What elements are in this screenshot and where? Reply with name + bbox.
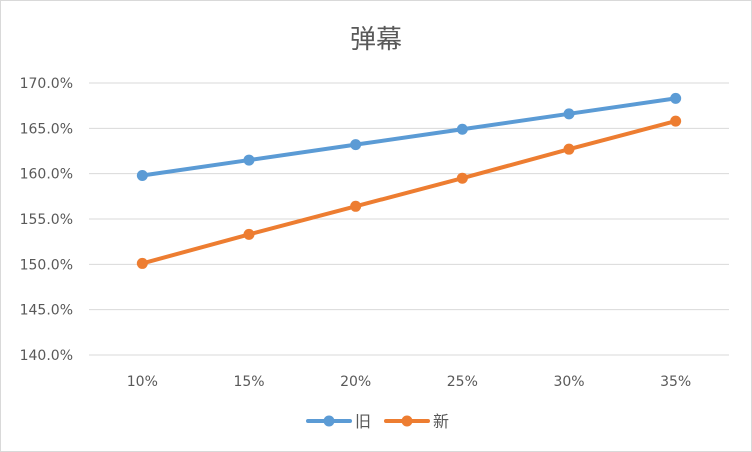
- data-point: [670, 92, 682, 104]
- data-point: [243, 154, 255, 166]
- data-point: [563, 143, 575, 155]
- x-tick-label: 30%: [553, 374, 584, 390]
- y-tick-label: 150.0%: [20, 257, 73, 273]
- y-tick-label: 160.0%: [20, 167, 73, 183]
- y-tick-label: 140.0%: [20, 348, 73, 364]
- x-tick-label: 35%: [660, 374, 691, 390]
- series-line: [140, 119, 678, 266]
- x-tick-label: 25%: [447, 374, 478, 390]
- data-point: [563, 108, 575, 120]
- y-tick-label: 170.0%: [20, 76, 73, 92]
- legend-item: 新: [384, 412, 449, 431]
- legend-label: 旧: [355, 412, 371, 431]
- series-line: [140, 96, 678, 178]
- x-tick-label: 20%: [340, 374, 371, 390]
- data-point: [350, 139, 362, 151]
- data-point: [350, 200, 362, 212]
- legend-item: 旧: [306, 412, 371, 431]
- legend-marker-icon: [401, 415, 413, 427]
- data-point: [456, 123, 468, 135]
- y-tick-label: 165.0%: [20, 121, 73, 137]
- data-point: [136, 169, 148, 181]
- series-新: [136, 115, 682, 269]
- chart-title: 弹幕: [349, 25, 402, 55]
- x-tick-label: 10%: [127, 374, 158, 390]
- y-tick-label: 155.0%: [20, 212, 73, 228]
- data-point: [456, 172, 468, 184]
- x-tick-label: 15%: [233, 374, 264, 390]
- data-point: [670, 115, 682, 127]
- y-tick-label: 145.0%: [20, 303, 73, 319]
- legend-marker-icon: [323, 415, 335, 427]
- legend-label: 新: [433, 412, 449, 431]
- data-point: [243, 228, 255, 240]
- series-旧: [136, 92, 682, 181]
- data-point: [136, 257, 148, 269]
